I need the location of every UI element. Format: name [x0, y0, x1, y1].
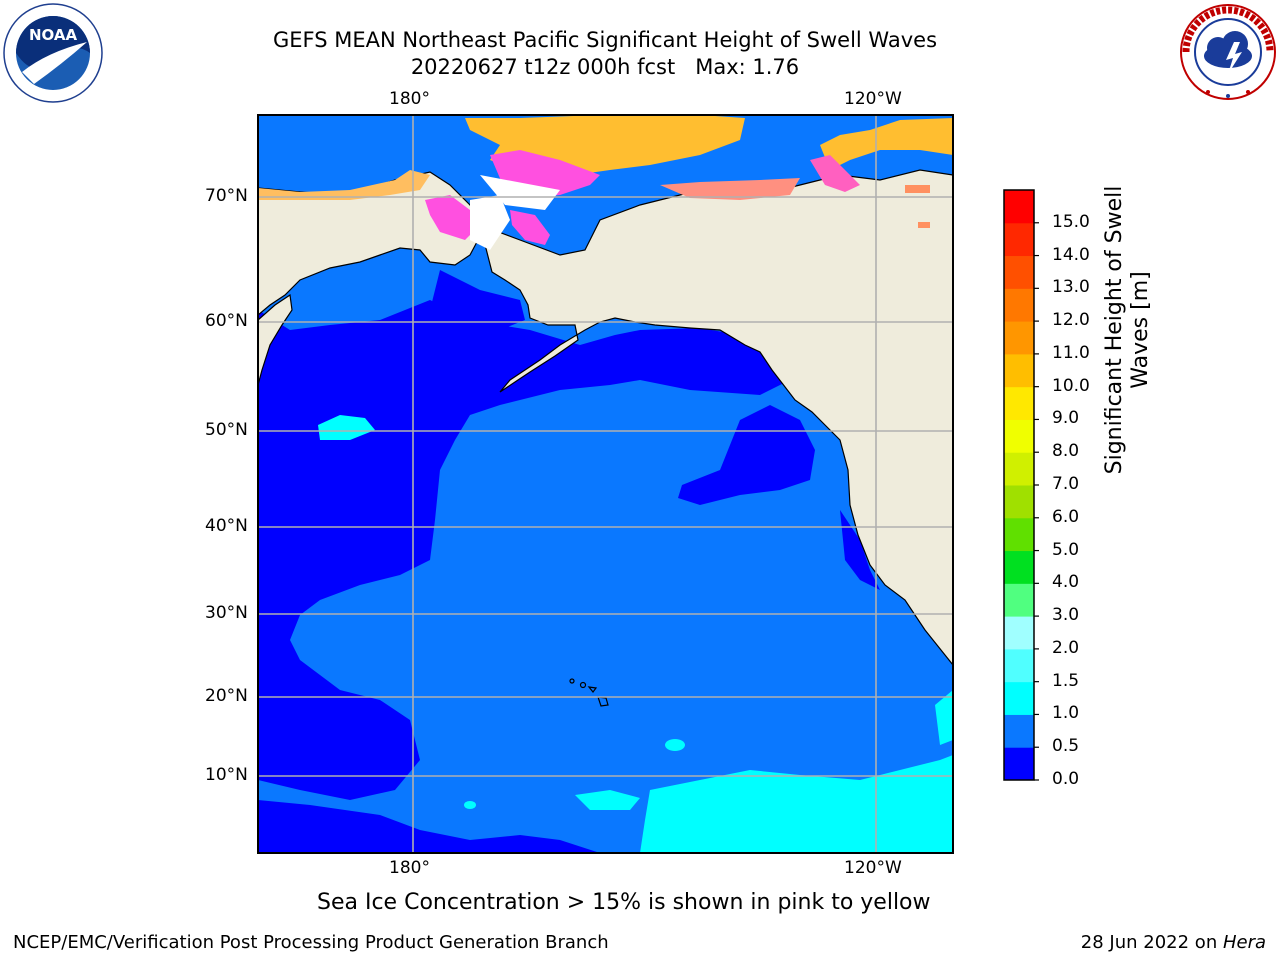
colorbar-tick-label: 10.0	[1052, 375, 1090, 396]
colorbar-tick-label: 4.0	[1052, 572, 1080, 593]
noaa-logo-text: NOAA	[29, 26, 78, 44]
colorbar-tick-label: 1.0	[1052, 703, 1080, 724]
swell-high-regions	[318, 415, 953, 853]
footer-machine: Hera	[1222, 932, 1266, 953]
colorbar-tick-label: 0.0	[1052, 769, 1080, 789]
colorbar-segment	[1004, 616, 1034, 650]
lon-label-top: 120°W	[844, 89, 902, 109]
colorbar-tick-label: 5.0	[1052, 539, 1080, 560]
chart-title: GEFS MEAN Northeast Pacific Significant …	[272, 28, 938, 52]
colorbar-segment	[1004, 583, 1034, 617]
colorbar-segment	[1004, 288, 1034, 322]
colorbar-segment	[1004, 452, 1034, 486]
colorbar-segment	[1004, 353, 1034, 388]
map-frame	[257, 114, 954, 854]
map-gridlines	[258, 115, 953, 853]
colorbar-tick-label: 1.5	[1052, 670, 1080, 691]
lon-label-bottom: 120°W	[844, 858, 902, 878]
nws-logo	[1180, 4, 1276, 100]
colorbar-segment	[1004, 714, 1034, 748]
footer-right: 28 Jun 2022 on Hera	[1081, 932, 1266, 953]
colorbar-segment	[1004, 747, 1034, 781]
colorbar-segment	[1004, 222, 1034, 257]
colorbar-label: Significant Height of Swell Waves [m]	[1102, 30, 1154, 630]
lat-label: 10°N	[205, 765, 248, 785]
colorbar-tick-label: 11.0	[1052, 342, 1090, 363]
colorbar-segment	[1004, 321, 1034, 355]
colorbar-segment	[1004, 386, 1034, 420]
colorbar-tick-label: 12.0	[1052, 310, 1090, 331]
lat-label: 40°N	[205, 516, 248, 536]
colorbar-tick-label: 3.0	[1052, 605, 1080, 626]
colorbar-segment	[1004, 550, 1034, 584]
colorbar-segment	[1004, 517, 1034, 552]
colorbar-tick-label: 8.0	[1052, 441, 1080, 462]
colorbar-segment	[1004, 255, 1034, 289]
colorbar-tick-label: 9.0	[1052, 408, 1080, 429]
lat-label: 50°N	[205, 420, 248, 440]
lat-label: 30°N	[205, 603, 248, 623]
colorbar-segment	[1004, 485, 1034, 519]
colorbar-segment	[1004, 648, 1034, 683]
footer-left: NCEP/EMC/Verification Post Processing Pr…	[13, 932, 609, 953]
colorbar-label-line2: Waves [m]	[1128, 271, 1153, 389]
colorbar-tick-label: 15.0	[1052, 211, 1090, 232]
swell-low-regions	[258, 270, 880, 853]
footer-date: 28 Jun 2022 on	[1080, 932, 1223, 953]
lon-label-top: 180°	[389, 89, 430, 109]
chart-subtitle: 20220627 t12z 000h fcst Max: 1.76	[410, 55, 800, 79]
colorbar-segment	[1004, 681, 1034, 715]
colorbar-segment	[1004, 419, 1034, 453]
sea-ice-overlay	[258, 115, 953, 250]
colorbar-tick-label: 7.0	[1052, 474, 1080, 494]
colorbar-tick-label: 0.5	[1052, 736, 1080, 757]
lat-label: 70°N	[205, 186, 248, 206]
lon-label-bottom: 180°	[389, 858, 430, 878]
colorbar	[1003, 189, 1039, 781]
colorbar-tick-label: 2.0	[1052, 637, 1080, 658]
colorbar-tick-label: 13.0	[1052, 277, 1090, 298]
colorbar-tick-label: 6.0	[1052, 506, 1080, 527]
colorbar-segment	[1004, 190, 1034, 224]
lat-label: 20°N	[205, 686, 248, 706]
sea-ice-caption: Sea Ice Concentration > 15% is shown in …	[317, 890, 931, 915]
colorbar-label-line1: Significant Height of Swell	[1102, 185, 1127, 475]
lat-label: 60°N	[205, 311, 248, 331]
noaa-logo: NOAA	[3, 3, 103, 103]
colorbar-tick-label: 14.0	[1052, 244, 1090, 265]
